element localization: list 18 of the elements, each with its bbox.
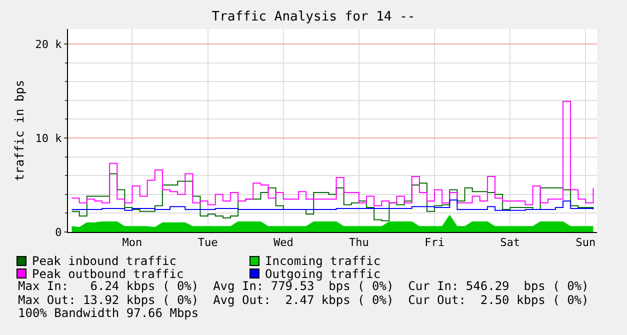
chart-title: Traffic Analysis for 14 -- bbox=[212, 10, 416, 25]
legend-label: Outgoing traffic bbox=[265, 267, 381, 281]
text: 100% Bandwidth 97.66 Mbps bbox=[18, 306, 199, 320]
legend-label: Incoming traffic bbox=[265, 254, 381, 268]
text: Max Out: 13.92 kbps ( 0%) Avg Out: 2.47 kbps ( 0%) Cur Out: 2.50 kbps ( 0%) bbox=[18, 293, 589, 307]
x-tick-label: Thu bbox=[349, 236, 369, 250]
y-axis-title: traffic in bps bbox=[12, 80, 27, 182]
x-tick-label: Sun bbox=[576, 236, 596, 250]
y-tick-label: 10 k bbox=[35, 132, 62, 145]
y-tick-label: 20 k bbox=[35, 38, 62, 51]
x-tick-label: Mon bbox=[122, 236, 142, 250]
legend-label: Peak outbound traffic bbox=[32, 267, 184, 281]
y-tick-label: 0 bbox=[55, 226, 62, 239]
legend-label: Peak inbound traffic bbox=[32, 254, 176, 268]
x-tick-label: Wed bbox=[273, 236, 294, 250]
x-tick-label: Sat bbox=[500, 236, 520, 250]
x-tick-label: Fri bbox=[424, 236, 444, 250]
x-tick-label: Tue bbox=[198, 236, 218, 250]
